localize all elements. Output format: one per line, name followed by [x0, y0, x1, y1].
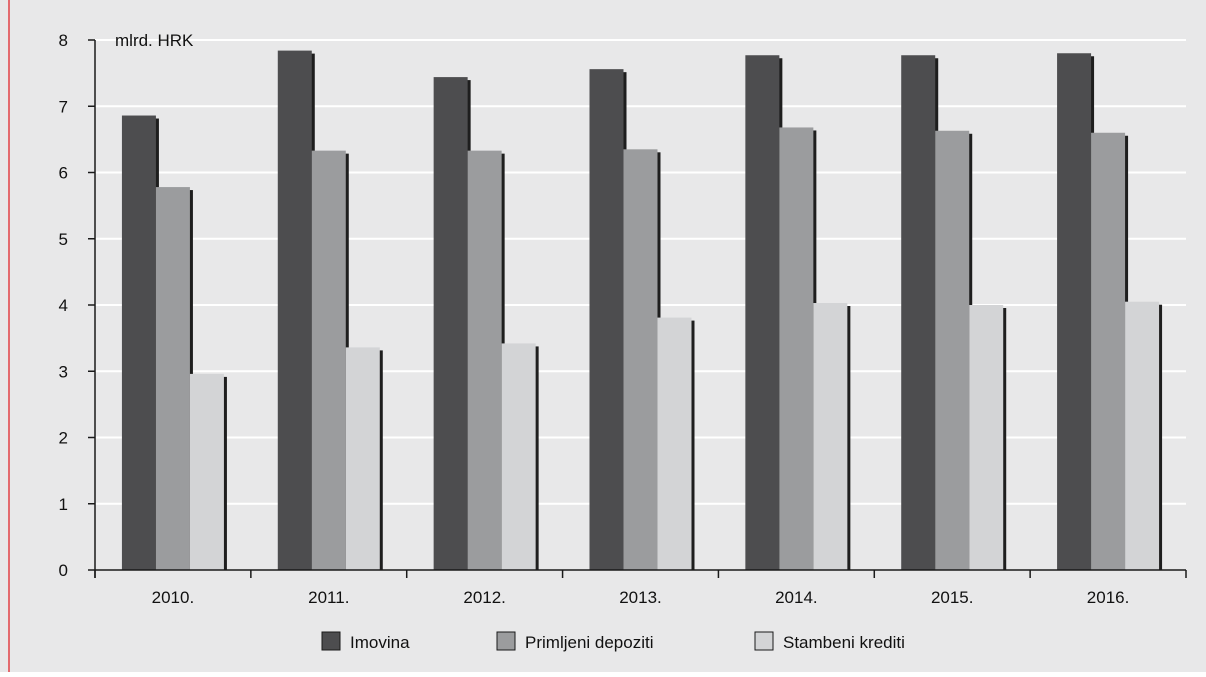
- axes: [94, 40, 1186, 578]
- bars: [121, 50, 1163, 571]
- legend-swatch: [496, 631, 516, 651]
- y-axis-ticks: 0 1 2 3 4 5 6 7 8: [59, 31, 95, 580]
- x-tick-label: 2016.: [1087, 588, 1130, 607]
- bar: [779, 127, 814, 570]
- y-tick-label: 0: [59, 561, 68, 580]
- legend-swatch: [754, 631, 774, 651]
- legend-swatch: [321, 631, 341, 651]
- bar: [1125, 301, 1160, 570]
- unit-label: mlrd. HRK: [115, 31, 194, 50]
- bar: [433, 77, 468, 570]
- bar: [745, 55, 780, 571]
- legend-label: Imovina: [350, 633, 410, 652]
- y-tick-label: 4: [59, 296, 68, 315]
- bar: [813, 303, 848, 570]
- x-tick-label: 2013.: [619, 588, 662, 607]
- bar: [623, 149, 658, 570]
- bar: [935, 130, 970, 570]
- x-tick-label: 2012.: [463, 588, 506, 607]
- x-tick-label: 2015.: [931, 588, 974, 607]
- x-axis-ticks: 2010. 2011. 2012. 2013. 2014. 2015. 2016.: [94, 570, 1187, 607]
- bar: [467, 150, 502, 570]
- legend-label: Stambeni krediti: [783, 633, 905, 652]
- bar: [121, 115, 156, 571]
- bar: [311, 150, 346, 570]
- legend: Imovina Primljeni depoziti Stambeni kredit…: [321, 631, 905, 652]
- bar: [1091, 132, 1126, 570]
- bar: [901, 55, 936, 571]
- bar: [1057, 53, 1092, 570]
- bar: [155, 187, 190, 570]
- bar: [969, 305, 1004, 570]
- y-tick-label: 5: [59, 230, 68, 249]
- y-tick-label: 7: [59, 97, 68, 116]
- y-tick-label: 1: [59, 495, 68, 514]
- x-tick-label: 2010.: [152, 588, 195, 607]
- legend-label: Primljeni depoziti: [525, 633, 654, 652]
- bar: [277, 50, 312, 571]
- y-tick-label: 8: [59, 31, 68, 50]
- bar: [501, 343, 536, 570]
- x-tick-label: 2011.: [308, 588, 349, 607]
- y-tick-label: 2: [59, 429, 68, 448]
- left-accent-rule: [8, 0, 10, 672]
- y-tick-label: 6: [59, 164, 68, 183]
- bar: [589, 69, 624, 571]
- bar: [189, 373, 224, 570]
- bar: [345, 347, 380, 570]
- y-tick-label: 3: [59, 362, 68, 381]
- x-tick-label: 2014.: [775, 588, 818, 607]
- bar: [657, 317, 692, 570]
